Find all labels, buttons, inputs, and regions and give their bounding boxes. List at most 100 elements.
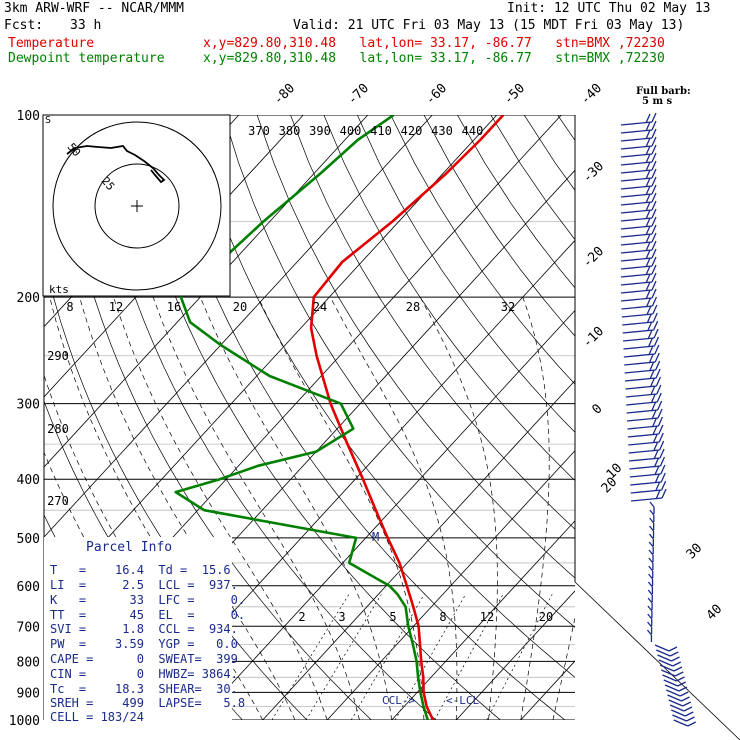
moist-adiabat (152, 296, 360, 720)
hodograph-trace (66, 145, 166, 184)
plot-right-edge (574, 581, 740, 740)
mixing-ratio-line (305, 594, 382, 720)
wind-barb (672, 714, 695, 722)
wind-barb (620, 144, 657, 158)
isotherm-label: -10 (580, 324, 607, 351)
isotherm-line (455, 590, 575, 720)
wind-barb (648, 541, 654, 554)
forecast-hours: 33 h (70, 18, 102, 33)
wind-barb (660, 669, 684, 677)
wind-barb (647, 589, 653, 602)
dry-adiabat (423, 115, 575, 337)
mixing-ratio-label: 8 (439, 610, 446, 624)
theta-label: 430 (431, 124, 453, 138)
isotherm-label: -80 (271, 81, 298, 108)
dry-adiabat (490, 115, 575, 241)
isotherm-line (391, 520, 575, 720)
wind-barb (620, 216, 657, 230)
wind-barb (663, 679, 687, 687)
parcel-marker-m: M (372, 530, 379, 544)
ccl-marker: CCL-> (382, 694, 415, 707)
isotherm-line (520, 660, 575, 720)
hodograph-direction-label: 290 (47, 349, 69, 363)
wind-barb (621, 296, 658, 310)
dry-adiabat (323, 115, 575, 482)
wind-barb (622, 320, 659, 334)
moist-adiabat (113, 296, 328, 720)
isotherm-label: -50 (501, 81, 528, 108)
parcel-row: Tc = 18.3 SHEAR= 30. (50, 682, 238, 696)
theta-label: 420 (401, 124, 423, 138)
wind-barb (669, 704, 693, 712)
wind-barb (629, 456, 666, 470)
mixing-ratio-label: 12 (480, 610, 494, 624)
wind-barb (648, 557, 654, 570)
dry-adiabat (356, 115, 575, 433)
dry-adiabat (725, 115, 740, 720)
init-time: Init: 12 UTC Thu 02 May 13 (507, 1, 711, 16)
dewpoint-location: x,y=829.80,310.48 lat,lon= 33.17, -86.77… (203, 51, 665, 66)
pressure-label: 1000 (9, 714, 40, 729)
wind-barb (657, 654, 680, 662)
wind-barb (620, 160, 657, 174)
wind-barb (655, 649, 679, 657)
pressure-label: 100 (17, 109, 40, 124)
hodograph-kts-label: kts (49, 283, 69, 296)
wind-barb (662, 674, 685, 682)
dry-adiabat (658, 115, 740, 720)
wind-barb (630, 472, 666, 486)
hodograph-speed-label: 12 (109, 300, 123, 314)
pressure-label: 400 (17, 473, 40, 488)
wind-barb (648, 565, 654, 578)
temperature-trace (309, 115, 505, 720)
wind-barb (649, 517, 655, 530)
dry-adiabat (624, 115, 740, 720)
isotherm-label: -60 (423, 81, 450, 108)
parcel-row: T = 16.4 Td = 15.6 (50, 563, 231, 577)
hodograph-ring-50 (52, 121, 222, 291)
wind-barb (629, 464, 666, 478)
dry-adiabat (691, 115, 740, 720)
parcel-info-box (44, 537, 232, 737)
wind-barb (620, 184, 657, 198)
valid-time: Valid: 21 UTC Fri 03 May 13 (15 MDT Fri … (293, 18, 685, 33)
barb-key-unit: 5 m s (642, 96, 673, 107)
isotherm-label: -20 (580, 244, 607, 271)
dry-adiabat (123, 115, 501, 720)
wind-barb (622, 312, 658, 326)
wind-barb (647, 621, 653, 634)
hodograph-origin-label: 8 (66, 300, 73, 314)
parcel-row: K = 33 LFC = 0. (50, 593, 246, 607)
wind-barb (664, 684, 688, 692)
wind-barb (648, 573, 654, 586)
dry-adiabat (223, 115, 575, 628)
wind-barb (626, 400, 663, 414)
wind-barb (620, 240, 657, 254)
wind-barb (647, 605, 653, 618)
parcel-row: TT = 45 EL = 0. (50, 608, 246, 622)
temperature-location: x,y=829.80,310.48 lat,lon= 33.17, -86.77… (203, 36, 665, 51)
wind-barb (626, 392, 662, 406)
legend-dewpoint: Dewpoint temperature (8, 51, 165, 66)
wind-barb (620, 256, 657, 270)
hodograph-speed-label: 16 (167, 300, 181, 314)
wind-barb (647, 581, 654, 594)
dry-adiabat (189, 115, 575, 678)
wind-barb (620, 200, 657, 214)
parcel-row: CELL = 183/24 (50, 710, 144, 724)
wind-barb (620, 152, 657, 166)
moist-adiabat (585, 297, 691, 720)
wind-barb (625, 376, 662, 390)
wind-barb (649, 525, 655, 538)
parcel-row: SVI = 1.8 CCL = 934. (50, 622, 238, 636)
isotherm-line (44, 115, 369, 468)
isotherm-label: -40 (578, 81, 605, 108)
wind-barb (628, 432, 664, 446)
forecast-label: Fcst: (4, 18, 44, 33)
wind-barb (620, 272, 657, 286)
moist-adiabat (520, 296, 550, 720)
wind-barb (623, 336, 660, 350)
wind-barb (620, 120, 657, 134)
wind-barb (620, 280, 657, 294)
